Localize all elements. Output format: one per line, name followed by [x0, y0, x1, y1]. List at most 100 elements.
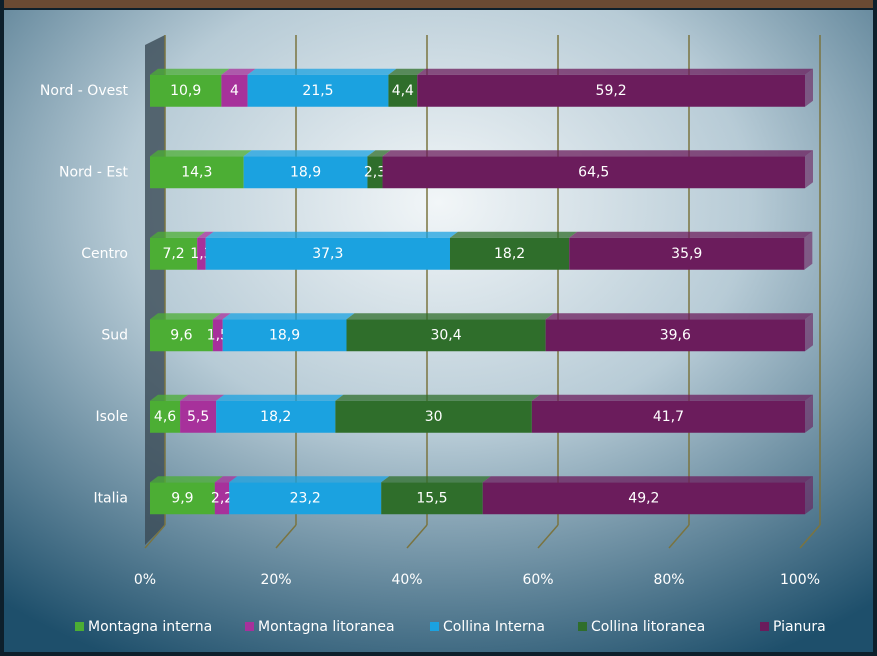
bar-top: [150, 150, 252, 157]
bar: [382, 156, 805, 189]
bar-top: [346, 313, 554, 320]
bar-top: [545, 313, 813, 320]
data-label: 18,2: [260, 409, 291, 425]
legend-label: Montagna litoranea: [258, 619, 395, 635]
bar-top: [150, 394, 189, 401]
bar-top: [243, 150, 376, 157]
grid-line: [275, 524, 297, 549]
data-label: 64,5: [578, 164, 609, 180]
data-label: 21,5: [302, 83, 333, 99]
legend-swatch: [760, 622, 769, 631]
data-label: 15,5: [416, 490, 447, 506]
bar-end: [804, 231, 813, 270]
bar: [247, 74, 389, 107]
data-label: 5,5: [187, 409, 209, 425]
bar-top: [367, 150, 391, 157]
data-label: 2,2: [211, 490, 233, 506]
bar: [388, 74, 418, 107]
legend-label: Collina litoranea: [591, 619, 705, 635]
data-label: 18,9: [269, 327, 300, 343]
data-label: 30: [425, 409, 443, 425]
data-label: 9,9: [171, 490, 193, 506]
grid-line: [406, 524, 428, 549]
bar-top: [216, 394, 344, 401]
bar: [197, 237, 206, 270]
bar: [335, 400, 532, 433]
data-label: 23,2: [290, 490, 321, 506]
grid-line: [537, 524, 559, 549]
bar-top: [335, 394, 540, 401]
data-label: 39,6: [660, 327, 691, 343]
data-label: 18,9: [290, 164, 321, 180]
bar-end: [805, 476, 813, 515]
bar-top: [388, 68, 426, 75]
bar: [381, 482, 483, 515]
data-label: 14,3: [181, 164, 212, 180]
bar-top: [482, 476, 813, 483]
data-label: 49,2: [628, 490, 659, 506]
x-tick-label: 60%: [522, 572, 553, 588]
bar-top: [531, 394, 813, 401]
x-tick-label: 0%: [134, 572, 156, 588]
bar-end: [805, 394, 813, 433]
bar-end: [805, 68, 813, 107]
bar: [214, 482, 230, 515]
category-label: Italia: [93, 490, 128, 506]
legend-label: Montagna interna: [88, 619, 212, 635]
bar: [545, 319, 805, 352]
side-wall: [145, 35, 165, 545]
bar-top: [150, 313, 221, 320]
data-label: 41,7: [653, 409, 684, 425]
data-label: 30,4: [430, 327, 461, 343]
bar-top: [150, 476, 223, 483]
bar: [150, 74, 222, 107]
bar-top: [417, 68, 813, 75]
bar-top: [212, 313, 231, 320]
bar: [243, 156, 368, 189]
bar: [212, 319, 223, 352]
bar-top: [382, 150, 813, 157]
data-label: 9,6: [170, 327, 192, 343]
bar: [449, 237, 570, 270]
data-label: 18,2: [494, 246, 525, 262]
data-label: 2,3: [364, 164, 386, 180]
bar-top: [150, 231, 206, 238]
bar: [216, 400, 336, 433]
grid-line: [668, 524, 690, 549]
x-tick-label: 40%: [391, 572, 422, 588]
bar: [346, 319, 546, 352]
bar-top: [180, 394, 225, 401]
bar: [531, 400, 805, 433]
x-tick-label: 80%: [653, 572, 684, 588]
bar: [417, 74, 805, 107]
legend-swatch: [578, 622, 587, 631]
bar: [180, 400, 217, 433]
bar-top: [569, 231, 813, 238]
bar: [150, 400, 181, 433]
legend-swatch: [430, 622, 439, 631]
bar: [367, 156, 383, 189]
bar-top: [229, 476, 390, 483]
legend-swatch: [75, 622, 84, 631]
bar-end: [805, 313, 813, 352]
bar: [229, 482, 382, 515]
bar: [205, 237, 450, 270]
bar-top: [222, 313, 355, 320]
bar-top: [247, 68, 397, 75]
data-label: 59,2: [596, 83, 627, 99]
bar: [150, 319, 213, 352]
bar: [222, 319, 347, 352]
category-label: Centro: [81, 246, 128, 262]
data-label: 4,4: [392, 83, 414, 99]
data-label: 10,9: [170, 83, 201, 99]
bar-top: [221, 68, 256, 75]
grid-line: [144, 524, 166, 549]
bar: [221, 74, 248, 107]
legend-label: Pianura: [773, 619, 826, 635]
category-label: Nord - Ovest: [40, 83, 129, 99]
bar-top: [205, 231, 458, 238]
data-label: 7,2: [162, 246, 184, 262]
bar-top: [214, 476, 238, 483]
